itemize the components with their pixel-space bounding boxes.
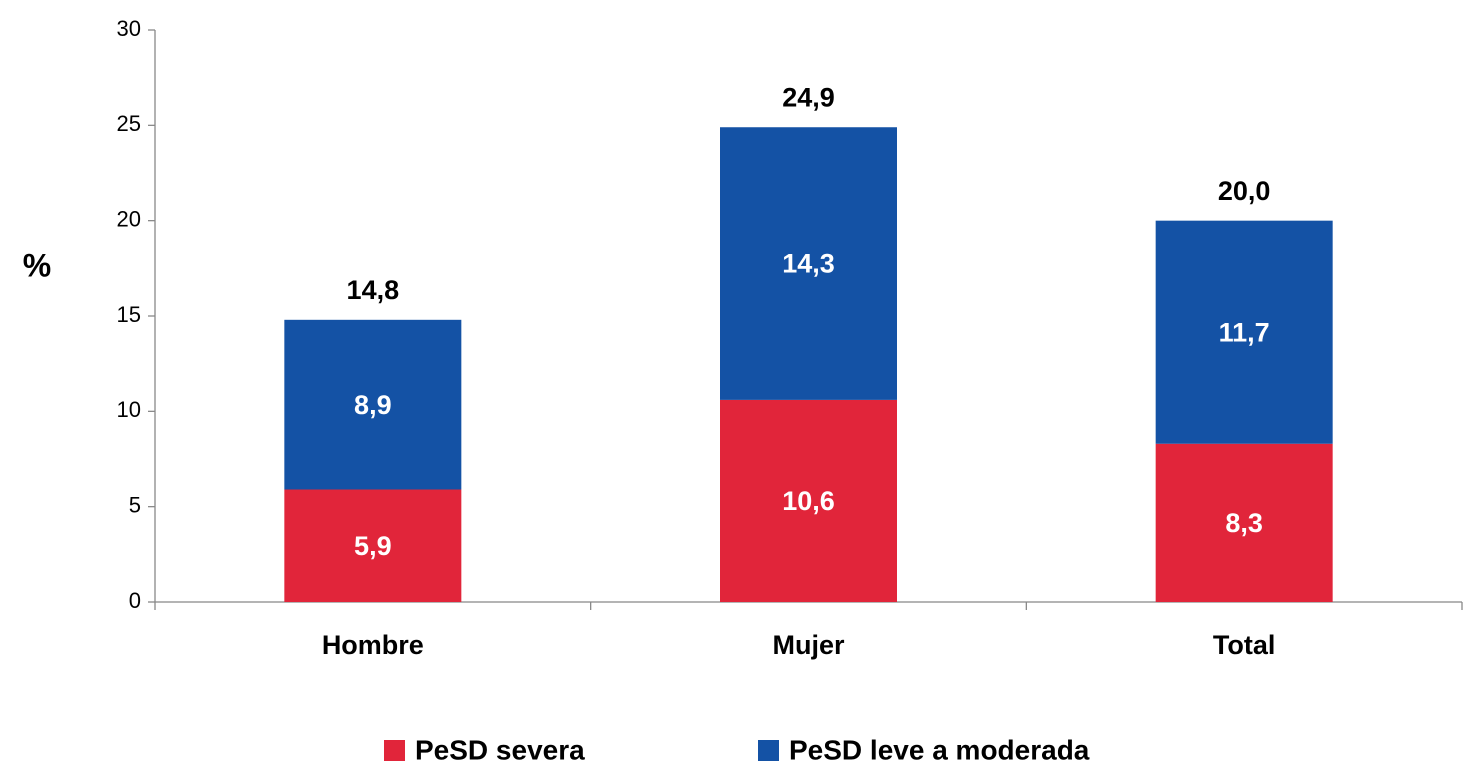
- bar-segment: [284, 319, 462, 490]
- bar-segment: [720, 127, 897, 400]
- total-label: 24,9: [782, 82, 835, 112]
- data-label: 10,6: [782, 486, 835, 516]
- y-tick-label: 0: [129, 588, 141, 613]
- data-label: 8,3: [1225, 508, 1263, 538]
- bar-segment: [1155, 220, 1333, 444]
- bar-segment: [284, 489, 462, 602]
- y-tick-label: 25: [117, 111, 141, 136]
- legend-swatch: [758, 740, 779, 761]
- y-axis-label: %: [23, 247, 51, 283]
- y-tick-label: 10: [117, 397, 141, 422]
- x-tick-label: Total: [1213, 630, 1276, 660]
- legend-label: PeSD severa: [415, 734, 585, 765]
- y-tick-label: 15: [117, 302, 141, 327]
- bar-segment: [720, 399, 897, 602]
- y-tick-label: 30: [117, 16, 141, 41]
- y-tick-label: 20: [117, 206, 141, 231]
- data-label: 11,7: [1219, 317, 1270, 347]
- data-label: 14,3: [782, 249, 835, 279]
- legend-label: PeSD leve a moderada: [789, 734, 1090, 765]
- total-label: 20,0: [1218, 176, 1271, 206]
- data-label: 8,9: [354, 390, 392, 420]
- bar-segment: [1155, 443, 1333, 602]
- y-tick-label: 5: [129, 492, 141, 517]
- total-label: 14,8: [347, 275, 400, 305]
- x-tick-label: Hombre: [322, 630, 424, 660]
- data-label: 5,9: [354, 531, 392, 561]
- legend-swatch: [384, 740, 405, 761]
- x-tick-label: Mujer: [772, 630, 845, 660]
